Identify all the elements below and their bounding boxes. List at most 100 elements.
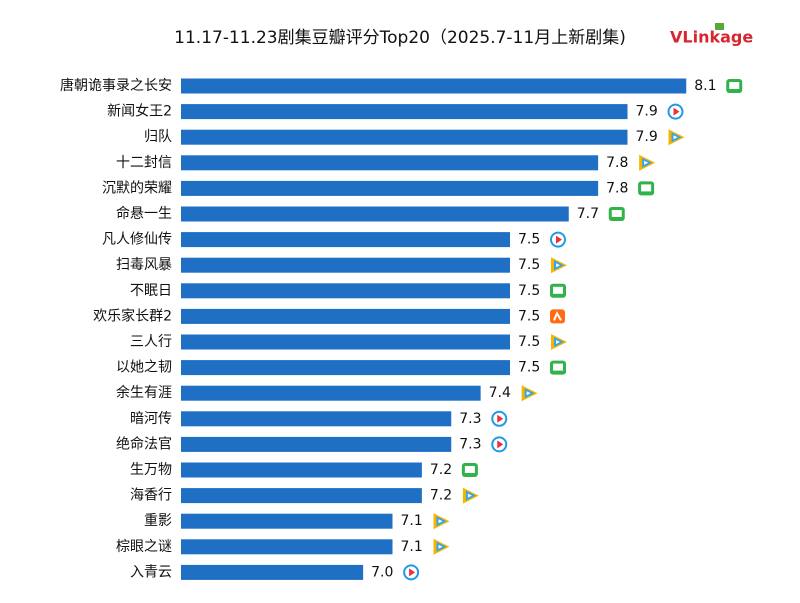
category-label: 不眠日 [130,283,172,299]
category-label: 入青云 [130,564,172,580]
category-label: 暗河传 [130,411,172,427]
bar [181,462,422,478]
platform-icon [550,231,566,248]
bar [181,411,452,427]
platform-icon [550,360,566,375]
category-label: 沉默的荣耀 [102,180,172,196]
logo-mark [715,23,724,30]
platform-icon [551,334,567,350]
icon-shape [556,340,560,344]
logo: VLinkage [670,28,753,47]
category-label: 绝命法官 [116,435,172,452]
category-label: 命悬一生 [116,205,172,222]
platform-icon [403,564,420,581]
value-label: 7.5 [518,308,540,324]
icon-shape [409,568,416,577]
platform-icon [639,154,656,171]
platform-icon [667,103,684,120]
value-label: 7.3 [459,411,481,427]
icon-shape [553,311,562,321]
platform-icon [668,129,685,146]
bar [181,436,452,452]
bar [181,78,687,94]
icon-shape [550,309,565,324]
icon-shape [526,391,531,396]
platform-icon [462,487,479,504]
icon-shape [553,363,563,371]
icon-shape [464,466,475,473]
platform-icon [608,207,625,221]
value-label: 7.2 [430,488,452,504]
category-label: 欢乐家长群2 [93,307,172,324]
platform-icon [551,257,567,274]
icon-shape [553,286,563,294]
bar [181,385,481,401]
icon-shape [556,235,562,244]
bar [181,308,510,324]
category-label: 唐朝诡事录之长安 [60,77,172,94]
bar [181,513,393,529]
value-label: 7.1 [401,539,423,555]
bar [181,334,510,350]
value-label: 7.0 [371,564,393,580]
category-label: 三人行 [130,334,172,350]
platform-icon [550,283,566,298]
value-label: 7.9 [636,129,658,145]
platform-icon [491,410,508,427]
platform-icon [638,181,655,196]
value-label: 7.9 [636,104,658,120]
bar [181,283,510,299]
value-label: 8.1 [694,78,716,94]
bar [181,360,510,376]
category-label: 十二封信 [116,155,172,171]
category-label: 棕眼之谜 [116,539,172,555]
bar [181,206,569,222]
bar [181,232,510,248]
icon-shape [644,160,649,165]
bar [181,180,599,196]
icon-shape [497,414,504,423]
icon-shape [673,135,678,140]
bar [181,129,628,145]
category-label: 海香行 [130,488,172,504]
platform-icon [433,538,450,555]
icon-shape [673,107,680,116]
category-label: 生万物 [130,462,172,478]
bar [181,104,628,120]
icon-shape [641,184,652,192]
bar [181,155,599,171]
platform-icon [433,513,450,530]
value-label: 7.4 [489,385,511,401]
platform-icon [491,436,508,453]
icon-shape [497,440,504,449]
platform-icon [461,463,478,477]
icon-shape [611,210,622,217]
category-label: 重影 [144,513,172,529]
icon-shape [467,493,472,498]
bar [181,539,393,555]
value-label: 7.2 [430,462,452,478]
category-label: 以她之韧 [116,360,172,376]
value-label: 7.8 [606,180,628,196]
category-label: 余生有涯 [116,384,172,401]
value-label: 7.5 [518,257,540,273]
platform-icon [521,385,538,402]
value-label: 7.5 [518,283,540,299]
value-label: 7.5 [518,232,540,248]
category-label: 新闻女王2 [107,103,172,120]
value-label: 7.5 [518,334,540,350]
value-label: 7.1 [401,513,423,529]
category-label: 扫毒风暴 [116,257,172,273]
category-label: 归队 [144,128,172,145]
bar [181,564,364,580]
icon-shape [438,519,443,524]
platform-icon [550,309,565,324]
icon-shape [729,82,740,89]
bar [181,488,422,504]
platform-icon [726,79,743,93]
bar [181,257,510,273]
value-label: 7.7 [577,206,599,222]
value-label: 7.5 [518,360,540,376]
chart-title: 11.17-11.23剧集豆瓣评分Top20（2025.7-11月上新剧集) [174,28,626,48]
